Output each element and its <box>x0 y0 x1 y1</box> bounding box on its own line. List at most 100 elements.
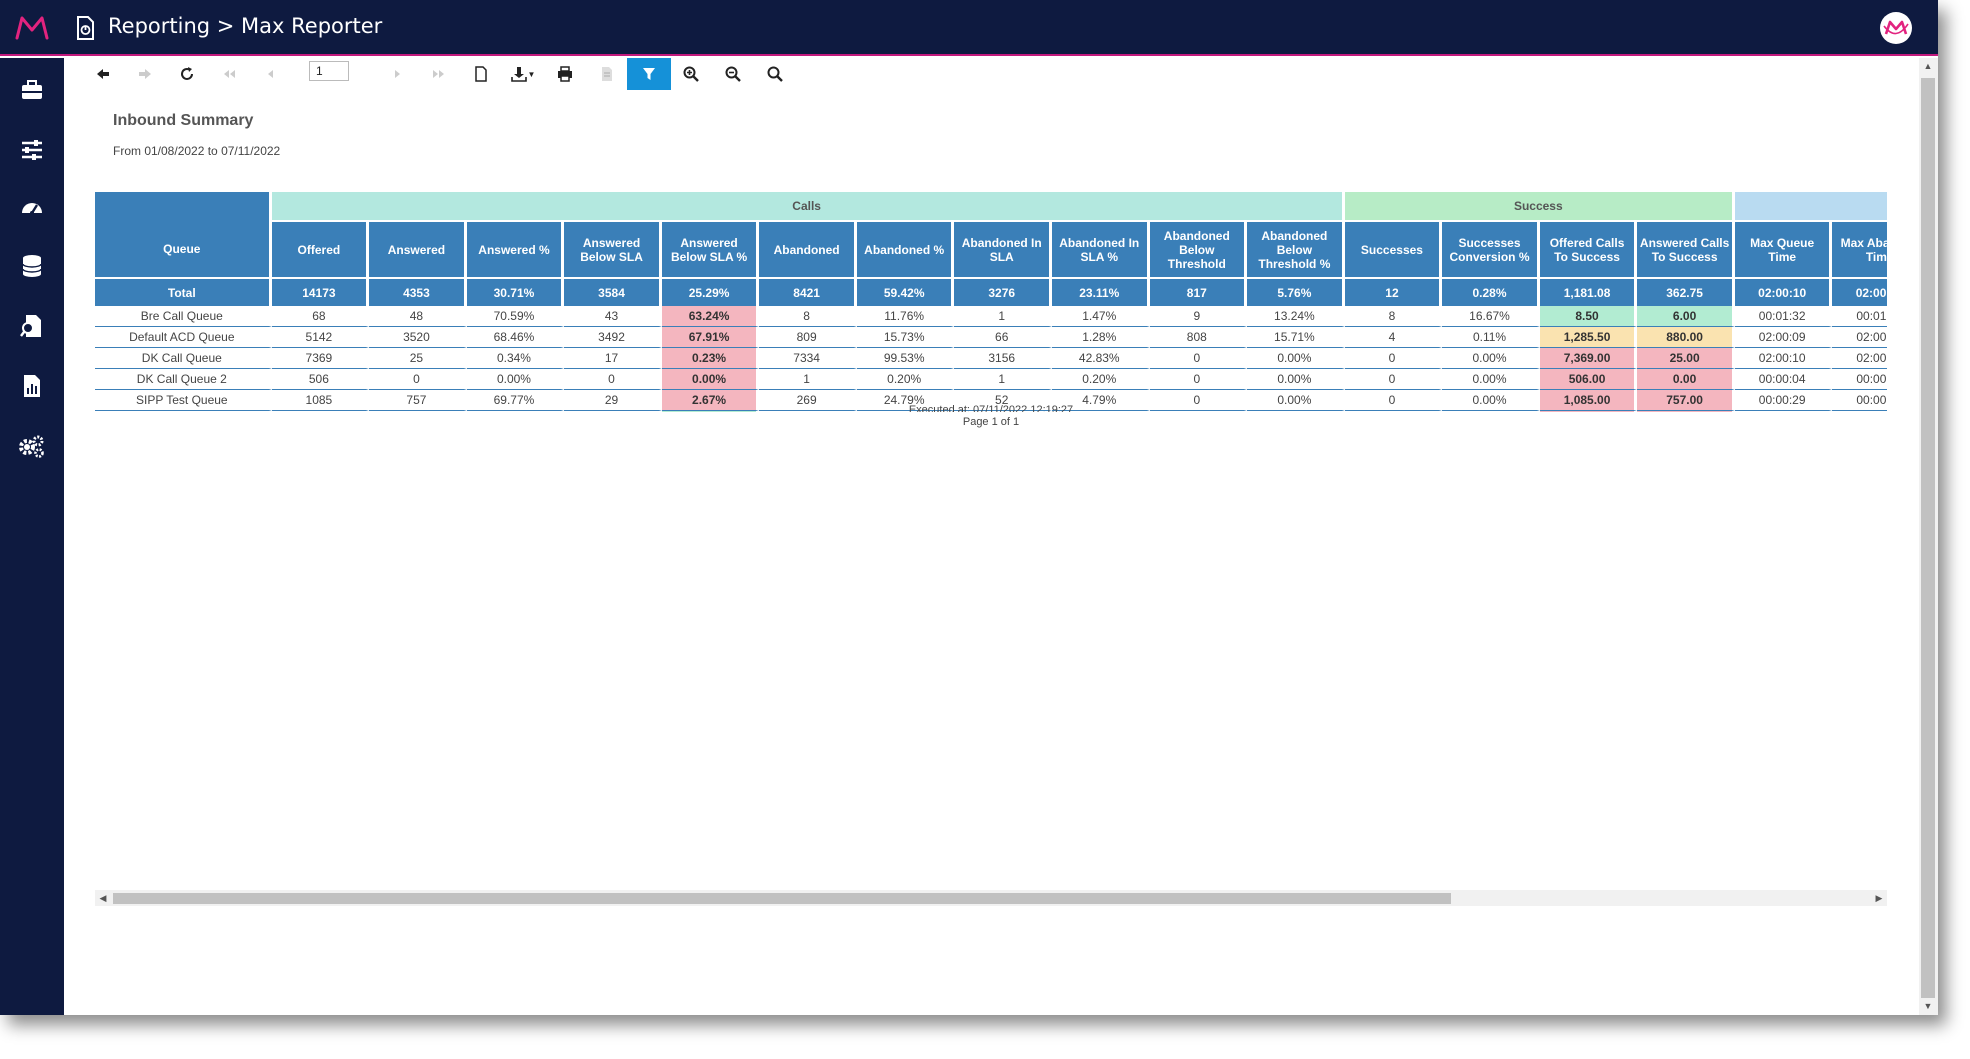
next-page-button[interactable] <box>375 58 419 90</box>
print-icon <box>558 66 572 82</box>
zoom-button[interactable] <box>753 58 797 90</box>
table-cell: 506 <box>271 369 370 390</box>
table-cell: 7369 <box>271 348 370 369</box>
queue-name-cell: Transfer <box>95 411 272 412</box>
scroll-right-icon[interactable]: ▶ <box>1875 892 1883 903</box>
queue-name-cell: DK Call Queue <box>95 348 272 369</box>
total-cell: 0.28% <box>1442 277 1540 306</box>
table-cell: 0.00 <box>1637 369 1735 390</box>
export-button[interactable]: ▼ <box>501 58 545 90</box>
table-cell: 0 <box>369 369 467 390</box>
table-cell: 0.00% <box>1247 390 1345 411</box>
table-cell: 0.34% <box>466 348 565 369</box>
print-button[interactable] <box>543 58 587 90</box>
table-cell: 0.00% <box>1247 369 1345 390</box>
chevron-down-icon: ▼ <box>527 69 536 79</box>
table-cell: 02:00:09 <box>1832 327 1887 348</box>
first-page-icon <box>224 70 235 78</box>
sidebar-item-database[interactable] <box>16 250 48 282</box>
content-area: 1 ▼ Inbound Summary From 01/08/2022 to 0… <box>64 58 1938 1015</box>
table-cell: 0.00% <box>1247 348 1345 369</box>
table-cell: 00:01:32 <box>1734 306 1833 327</box>
dashboard-icon <box>22 203 42 215</box>
queue-name-cell: Bre Call Queue <box>95 306 272 327</box>
queue-name-cell: SIPP Test Queue <box>95 390 272 411</box>
table-cell: 00:00:04 <box>1734 369 1833 390</box>
table-cell: 2.67% <box>661 390 760 411</box>
zoom-icon <box>767 66 783 82</box>
table-cell: 70.59% <box>466 306 565 327</box>
report-toolbar: 1 ▼ <box>79 58 1899 90</box>
table-cell: 0.23% <box>661 348 760 369</box>
table-cell: 4 <box>1344 327 1443 348</box>
table-cell: 99.53% <box>856 348 955 369</box>
table-cell: 00:00:29 <box>1734 390 1833 411</box>
sidebar-item-settings-sliders[interactable] <box>16 134 48 166</box>
forward-button[interactable] <box>123 58 167 90</box>
vertical-scrollbar[interactable]: ▲ ▼ <box>1919 58 1938 1015</box>
column-header: Answered <box>369 220 467 277</box>
table-cell: 1 <box>954 369 1052 390</box>
zoom-in-button[interactable] <box>669 58 713 90</box>
table-cell: 02:00:10 <box>1832 348 1887 369</box>
sidebar-item-dashboard[interactable] <box>16 192 48 224</box>
first-page-button[interactable] <box>207 58 251 90</box>
last-page-button[interactable] <box>417 58 461 90</box>
page-title: Reporting > Max Reporter <box>108 14 383 38</box>
column-header: Abandoned In SLA % <box>1051 220 1150 277</box>
filter-button[interactable] <box>627 58 671 90</box>
table-cell: 1 <box>759 369 857 390</box>
scroll-left-icon[interactable]: ◀ <box>99 892 107 903</box>
vertical-scroll-thumb[interactable] <box>1921 78 1935 998</box>
table-cell: 9 <box>1149 306 1248 327</box>
sidebar-item-briefcase[interactable] <box>16 74 48 106</box>
page-number-input[interactable]: 1 <box>309 61 349 81</box>
report-title: Inbound Summary <box>113 112 254 129</box>
table-cell: 48 <box>369 306 467 327</box>
table-cell: 0 <box>1149 348 1248 369</box>
print-layout-button[interactable] <box>585 58 629 90</box>
total-cell: 02:00:10 <box>1832 277 1887 306</box>
refresh-button[interactable] <box>165 58 209 90</box>
previous-page-button[interactable] <box>249 58 293 90</box>
table-cell: 52 <box>954 390 1052 411</box>
table-cell: 11.76% <box>856 306 955 327</box>
table-cell: 0.11% <box>1442 327 1540 348</box>
table-cell: 3 <box>272 411 370 412</box>
executed-at-text: Executed at: 07/11/2022 12:19:27 <box>908 404 1074 412</box>
table-cell: 0.20% <box>856 369 955 390</box>
column-header: Max Queue Time <box>1734 220 1833 277</box>
sidebar-item-report-chart[interactable] <box>16 370 48 402</box>
table-cell: 5142 <box>271 327 370 348</box>
new-document-button[interactable] <box>459 58 503 90</box>
report-search-icon <box>20 315 41 337</box>
zoom-in-icon <box>683 66 699 82</box>
sidebar-item-settings[interactable] <box>16 430 48 462</box>
table-cell: 15.71% <box>1247 327 1345 348</box>
table-cell: 757.00 <box>1637 390 1735 411</box>
table-cell: 269 <box>759 390 857 411</box>
column-header: Max Abandon Time <box>1832 220 1887 277</box>
table-cell: 0 <box>1345 411 1443 412</box>
table-cell: 00:01:32 <box>1832 306 1887 327</box>
horizontal-scroll-thumb[interactable] <box>113 893 1451 904</box>
table-cell: 0.00% <box>1442 390 1540 411</box>
avatar[interactable] <box>1880 12 1912 44</box>
group-header-max <box>1734 192 1887 220</box>
table-cell: 00:00:29 <box>1832 390 1887 411</box>
refresh-icon <box>181 67 193 80</box>
brand-logo[interactable] <box>14 14 50 42</box>
back-button[interactable] <box>81 58 125 90</box>
scroll-up-icon[interactable]: ▲ <box>1923 61 1933 71</box>
table-cell: 0.00% <box>1247 411 1345 412</box>
total-cell: 817 <box>1149 277 1248 306</box>
scroll-down-icon[interactable]: ▼ <box>1923 1001 1933 1011</box>
sidebar-item-report-search[interactable] <box>16 310 48 342</box>
table-cell: 63.24% <box>661 306 760 327</box>
zoom-out-button[interactable] <box>711 58 755 90</box>
horizontal-scrollbar[interactable]: ◀ ▶ <box>95 890 1887 906</box>
column-header: Abandoned Below Threshold <box>1149 220 1248 277</box>
app-window: Reporting > Max Reporter <box>0 0 1938 1015</box>
total-cell: 23.11% <box>1051 277 1150 306</box>
table-cell: 0 <box>1344 348 1443 369</box>
